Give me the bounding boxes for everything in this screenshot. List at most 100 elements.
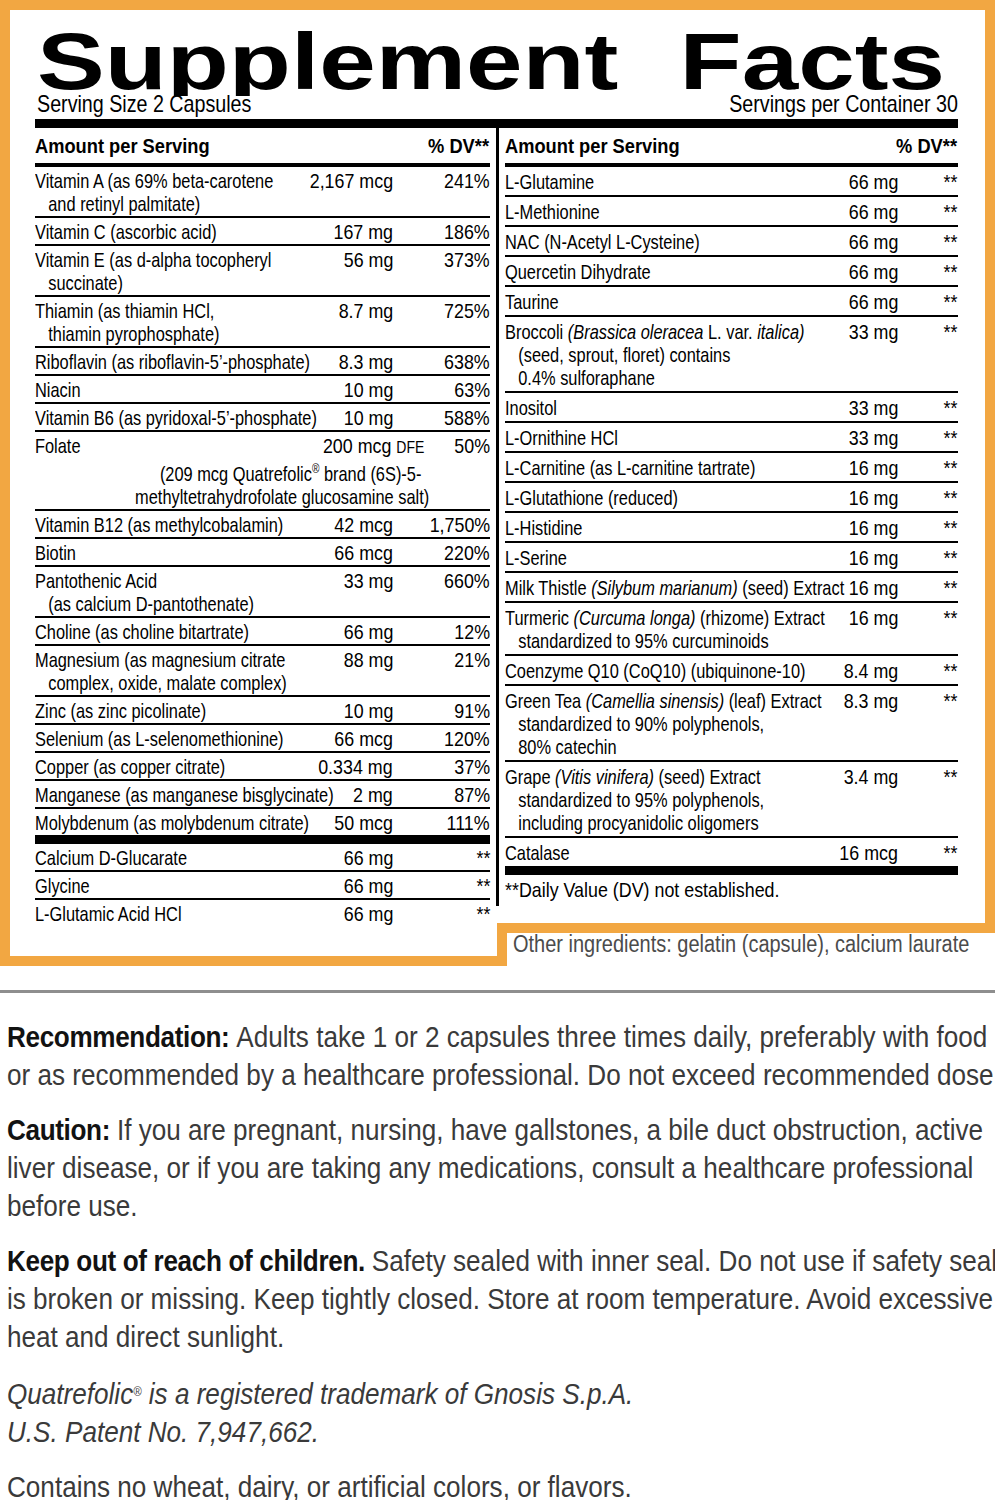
ingredient-amount: 56 mg [343,248,393,271]
ingredient-dv: ** [943,396,957,419]
ingredient-dv: ** [943,689,957,712]
ingredient-name: Glycine [35,874,532,897]
ingredient-amount: 0.334 mg [319,755,393,778]
ingredient-dv: 725% [444,299,490,322]
ingredient-name: L-Histidine [505,516,995,539]
ingredient-amount: 66 mg [343,620,393,643]
ingredient-amount: 10 mg [343,406,393,429]
ingredient-amount: 66 mcg [334,727,393,750]
table-row: Choline (as choline bitartrate) 66 mg 12… [35,616,490,644]
ingredient-amount: 16 mcg [839,841,898,864]
ingredient-amount: 66 mg [343,874,393,897]
ingredient-dv: ** [943,576,957,599]
table-row: Magnesium (as magnesium citrate complex,… [35,644,490,695]
ingredient-amount: 66 mg [848,200,898,223]
amount-header: Amount per Serving [505,134,680,158]
table-row: Milk Thistle (Silybum marianum) (seed) E… [505,571,958,601]
table-row: Copper (as copper citrate) 0.334 mg 37% [35,751,490,779]
ingredient-dv: ** [476,846,490,869]
ingredient-amount: 33 mg [343,569,393,592]
ingredient-dv: ** [943,290,957,313]
table-row: Selenium (as L-selenomethionine) 66 mcg … [35,723,490,751]
ingredient-amount: 8.3 mg [843,689,898,712]
serving-size: Serving Size 2 Capsules [37,90,251,118]
ingredient-dv: ** [943,546,957,569]
table-row: Folate (209 mcg Quatrefolic® brand (6S)-… [35,430,490,509]
table-row: Niacin 10 mg 63% [35,374,490,402]
amount-header: Amount per Serving [35,134,210,158]
info-paragraph: Caution: If you are pregnant, nursing, h… [7,1111,995,1225]
table-row: Vitamin A (as 69% beta-carotene and reti… [35,167,490,216]
ingredient-amount: 200 mcg DFE [323,434,424,459]
ingredient-name: Broccoli (Brassica oleracea L. var. ital… [505,320,995,389]
ingredient-name: L-Methionine [505,200,995,223]
ingredient-name: Inositol [505,396,995,419]
other-ingredients: Other ingredients: gelatin (capsule), ca… [513,931,969,958]
ingredient-dv: ** [943,841,957,864]
ingredient-dv: ** [943,320,957,343]
ingredient-name: L-Glutathione (reduced) [505,486,995,509]
ingredient-amount: 66 mcg [334,541,393,564]
table-row: L-Glutamic Acid HCl 66 mg ** [35,898,490,926]
ingredient-dv: 220% [444,541,490,564]
table-row: Riboflavin (as riboflavin-5’-phosphate) … [35,346,490,374]
dv-header: % DV** [896,134,957,158]
ingredient-name: Taurine [505,290,995,313]
ingredient-dv: 1,750% [429,513,490,536]
ingredient-amount: 66 mg [848,230,898,253]
info-paragraph: Quatrefolic® is a registered trademark o… [7,1373,995,1451]
ingredient-amount: 16 mg [848,576,898,599]
table-row: Vitamin B6 (as pyridoxal-5’-phosphate) 1… [35,402,490,430]
ingredient-amount: 2 mg [353,783,393,806]
ingredient-amount: 42 mcg [334,513,393,536]
ingredient-dv: ** [943,230,957,253]
table-row: Catalase 16 mcg ** [505,836,958,866]
ingredient-dv: ** [943,486,957,509]
ingredient-amount: 10 mg [343,699,393,722]
ingredient-dv: ** [943,659,957,682]
table-row: Manganese (as manganese bisglycinate) 2 … [35,779,490,807]
ingredient-amount: 66 mg [848,260,898,283]
ingredient-name: Catalase [505,841,995,864]
table-row: Inositol 33 mg ** [505,391,958,421]
table-row: L-Ornithine HCl 33 mg ** [505,421,958,451]
left-column-header: Amount per Serving % DV** [35,128,490,167]
ingredient-name: Calcium D-Glucarate [35,846,532,869]
ingredient-dv: ** [943,426,957,449]
ingredient-name: L-Ornithine HCl [505,426,995,449]
ingredient-name: **Daily Value (DV) not established. [505,878,995,901]
ingredient-amount: 16 mg [848,606,898,629]
table-row: L-Methionine 66 mg ** [505,195,958,225]
ingredient-dv: 186% [444,220,490,243]
table-row: Taurine 66 mg ** [505,285,958,315]
ingredient-dv: ** [943,456,957,479]
ingredient-dv: 12% [454,620,490,643]
ingredient-dv: 638% [444,350,490,373]
table-row: L-Serine 16 mg ** [505,541,958,571]
ingredient-dv: 21% [454,648,490,671]
table-row: Grape (Vitis vinifera) (seed) Extract st… [505,760,958,836]
ingredient-dv: 87% [454,783,490,806]
ingredient-dv: 660% [444,569,490,592]
ingredient-amount: 33 mg [848,426,898,449]
table-row: L-Glutamine 66 mg ** [505,167,958,195]
ingredient-dv: 588% [444,406,490,429]
table-row: Vitamin E (as d-alpha tocopheryl succina… [35,244,490,295]
table-row: Glycine 66 mg ** [35,870,490,898]
ingredient-dv: ** [943,516,957,539]
ingredient-amount: 16 mg [848,456,898,479]
ingredient-amount: 33 mg [848,396,898,419]
ingredient-amount: 16 mg [848,486,898,509]
ingredient-name: L-Serine [505,546,995,569]
ingredient-amount: 33 mg [848,320,898,343]
ingredient-dv: ** [476,874,490,897]
ingredient-dv: ** [943,260,957,283]
info-paragraph: Recommendation: Adults take 1 or 2 capsu… [7,1018,995,1094]
table-row: L-Carnitine (as L-carnitine tartrate) 16… [505,451,958,481]
table-row: Coenzyme Q10 (CoQ10) (ubiquinone-10) 8.4… [505,654,958,684]
ingredient-amount: 3.4 mg [843,765,898,788]
table-row: Thiamin (as thiamin HCl, thiamin pyropho… [35,295,490,346]
ingredient-amount: 50 mcg [334,811,393,834]
ingredient-dv: ** [943,765,957,788]
ingredient-amount: 8.3 mg [338,350,393,373]
